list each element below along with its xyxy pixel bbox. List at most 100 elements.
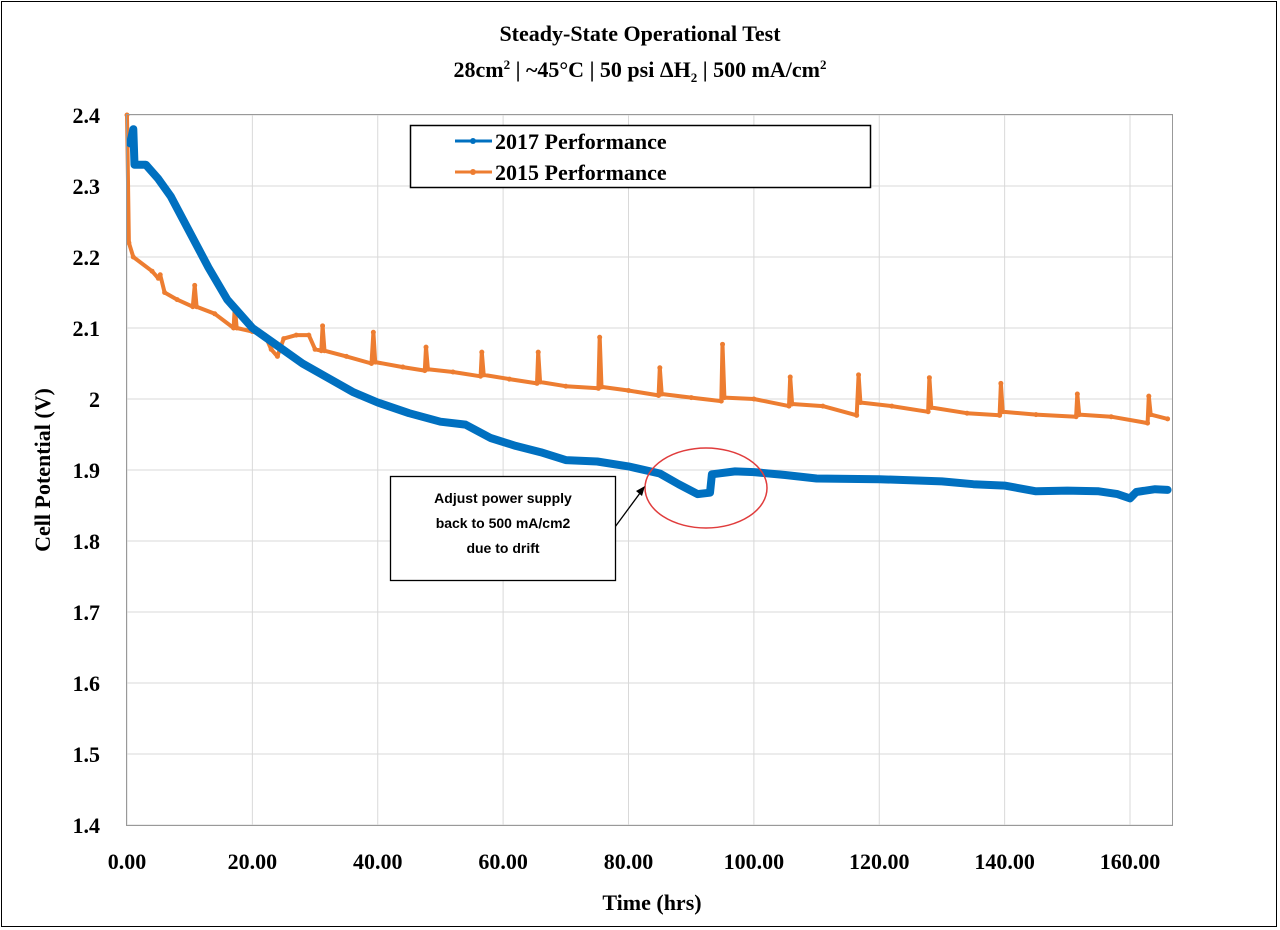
legend-marker-2015 [470,169,476,175]
y-tick-label: 1.5 [73,742,101,767]
data-point [155,175,162,182]
data-point [343,353,349,359]
chart-subtitle: 28cm2 | ~45°C | 50 psi ΔH2 | 500 mA/cm2 [454,57,827,85]
data-point [274,353,280,359]
data-point [562,457,569,464]
x-tick-label: 100.00 [724,849,785,874]
data-point [1133,489,1140,496]
data-point [694,491,701,498]
data-point [535,349,541,355]
y-tick-label: 2.4 [73,103,101,128]
data-point [1165,416,1171,422]
x-tick-label: 40.00 [353,849,403,874]
data-point [249,325,256,331]
data-point [320,323,326,329]
data-point [370,329,376,335]
data-point [205,264,212,271]
legend-label-2017: 2017 Performance [495,129,667,154]
data-point [1164,486,1171,493]
data-point [597,334,603,340]
y-tick-label: 1.8 [73,529,101,554]
data-point [751,396,757,402]
data-point [512,442,519,449]
x-tick-label: 80.00 [604,849,654,874]
data-point [167,193,174,200]
data-point [599,384,605,390]
annotation-line-2: back to 500 mA/cm2 [436,515,571,531]
data-point [1033,412,1039,418]
data-point [372,359,378,365]
data-point [706,489,713,496]
data-point [224,296,231,303]
data-point [854,412,860,418]
data-point [212,311,218,317]
data-point [1001,482,1008,489]
data-point [928,405,934,411]
data-point [406,410,413,417]
data-point [479,349,485,355]
data-point [142,161,149,168]
data-point [131,161,138,168]
arrow-head-icon [636,486,645,496]
data-point [374,399,381,406]
data-point [423,344,429,350]
data-point [190,304,196,310]
legend-marker-2017 [470,138,476,144]
data-point [349,388,356,395]
x-tick-label: 60.00 [478,849,528,874]
x-tick-label: 0.00 [108,849,147,874]
data-point [127,140,134,147]
data-point [162,290,168,295]
y-tick-label: 1.6 [73,671,101,696]
data-point [537,379,543,385]
data-point [306,332,312,338]
x-tick-label: 20.00 [228,849,278,874]
data-point [998,380,1004,386]
data-point [1032,488,1039,495]
legend-box [409,124,872,189]
data-point [1148,412,1154,418]
data-point [656,470,663,477]
data-point [889,403,895,409]
data-point [506,376,512,382]
data-point [1064,487,1071,494]
plot-border [126,114,1173,826]
data-point [1076,412,1082,418]
x-tick-label: 140.00 [974,849,1035,874]
data-point [938,478,945,485]
annotation-circle [644,447,768,529]
data-point [720,341,726,347]
data-point [1145,420,1151,426]
data-point [750,469,757,476]
data-point [789,401,795,407]
data-point [400,364,406,370]
series-lines [124,112,1172,503]
data-point [299,360,306,367]
chart-title: Steady-State Operational Test [499,21,781,46]
y-axis-label: Cell Potential (V) [30,388,55,552]
data-point [234,325,240,331]
data-point [437,418,444,425]
data-point [186,229,193,236]
annotation-arrow [614,488,644,528]
data-point [787,374,793,380]
data-point [625,387,631,393]
data-point [970,481,977,488]
data-point [708,471,715,478]
data-point [721,395,727,401]
data-point [157,272,163,278]
data-point [174,297,180,303]
data-point [293,332,299,338]
y-tick-label: 2.2 [73,245,101,270]
y-tick-label: 2.1 [73,316,101,341]
data-point [1108,414,1114,420]
legend-label-2015: 2015 Performance [495,160,667,185]
data-point [126,240,132,246]
y-tick-label: 2.3 [73,174,101,199]
data-point [594,458,601,465]
data-point [462,421,469,428]
data-point [487,435,494,442]
data-point [925,409,931,415]
data-point [268,346,274,352]
